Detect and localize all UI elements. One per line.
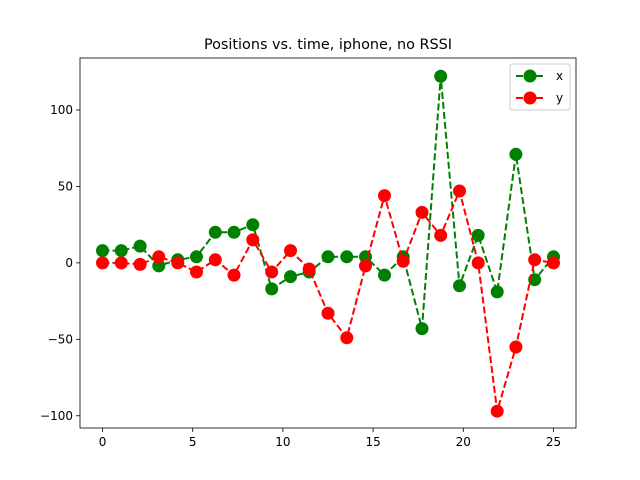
legend-x-marker: [523, 69, 537, 83]
x-tick-label: 5: [189, 435, 197, 449]
series-x-point: [246, 218, 260, 232]
x-tick-label: 0: [99, 435, 107, 449]
y-axis: −100 −50 0 50 100: [40, 103, 80, 423]
x-axis: 0 5 10 15 20 25: [99, 428, 561, 449]
x-tick-label: 10: [275, 435, 290, 449]
series-x-point: [227, 225, 241, 239]
y-tick-label: −100: [40, 409, 73, 423]
series-y-point: [415, 205, 429, 219]
series-y-point: [152, 250, 166, 264]
y-tick-label: 100: [50, 103, 73, 117]
series-x-point: [265, 282, 279, 296]
series-x-line: [102, 76, 555, 329]
legend-y-marker: [523, 91, 537, 105]
series-x-point: [96, 244, 109, 258]
plot-frame: [79, 57, 577, 429]
series-y-point: [171, 256, 185, 270]
legend: xy: [509, 63, 571, 111]
series-x-point: [114, 244, 128, 258]
series-x-point: [152, 259, 166, 273]
series-x-point: [471, 228, 485, 242]
series-x-point: [490, 285, 504, 299]
x-tick-label: 25: [546, 435, 561, 449]
series-y-point: [378, 189, 391, 203]
x-tick-label: 15: [365, 435, 380, 449]
y-tick-label: 50: [58, 179, 73, 193]
series-y-point: [528, 253, 542, 267]
series-y-point: [490, 404, 504, 418]
series-y-point: [246, 233, 260, 247]
series-x-point: [415, 322, 429, 336]
series-y-point: [509, 340, 523, 354]
series-y-point: [114, 256, 128, 270]
series-x-point: [208, 225, 222, 239]
series-x-point: [190, 250, 203, 264]
series-y-point: [396, 254, 410, 268]
legend-x-label: x: [556, 69, 563, 83]
series-x-point: [509, 147, 523, 161]
plot-marks: [96, 69, 560, 418]
chart-title: Positions vs. time, iphone, no RSSI: [204, 37, 452, 53]
x-tick-label: 20: [456, 435, 471, 449]
series-y-point: [547, 256, 560, 270]
series-y-point: [471, 256, 485, 270]
series-y-point: [208, 253, 222, 267]
series-x-point: [133, 239, 147, 253]
y-tick-label: −50: [48, 332, 73, 346]
series-y-point: [359, 259, 372, 273]
series-y-point: [453, 184, 466, 198]
series-y-point: [227, 268, 241, 282]
series-x-point: [434, 69, 448, 83]
series-x-point: [453, 279, 466, 293]
series-y-point: [321, 306, 335, 320]
series-y-point: [340, 331, 354, 345]
series-y-line: [102, 187, 554, 412]
series-x-point: [378, 268, 391, 282]
series-y-point: [434, 228, 448, 242]
y-tick-label: 0: [65, 256, 73, 270]
series-x-point: [321, 250, 335, 264]
series-x-point: [284, 270, 297, 284]
series-x-point: [340, 250, 354, 264]
legend-y-label: y: [556, 91, 563, 105]
series-y-point: [133, 257, 147, 271]
series-y-point: [302, 262, 316, 276]
series-y-point: [265, 265, 279, 279]
series-y-point: [284, 244, 297, 258]
series-y-point: [190, 265, 203, 279]
series-y-point: [96, 256, 109, 270]
